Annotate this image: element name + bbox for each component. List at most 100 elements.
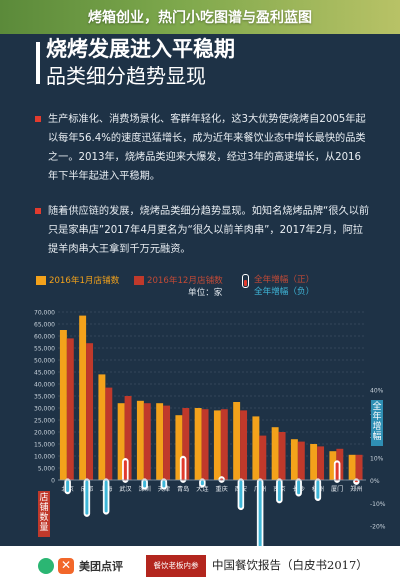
legend-swatch-dec — [134, 275, 144, 285]
bar-jan — [136, 400, 144, 480]
paragraph-growth-text: 生产标准化、消费场景化、客群年轻化，这3大优势使烧烤自2005年起以每年56.4… — [48, 114, 366, 182]
bar-dec — [317, 446, 325, 480]
legend-item-jan: 2016年1月店铺数 — [36, 274, 119, 286]
bar-dec — [201, 409, 209, 480]
bullet-icon — [35, 208, 41, 214]
growth-marker-fill — [354, 480, 358, 483]
legend-swatch-jan — [36, 275, 46, 285]
bar-dec — [66, 338, 74, 480]
y2-tick-label: 0% — [370, 478, 380, 485]
growth-marker-fill — [335, 462, 339, 481]
y-tick-label: 55,000 — [34, 346, 55, 353]
x-tick-label: 青岛 — [177, 485, 189, 493]
bar-jan — [252, 416, 260, 480]
bar-jan — [329, 451, 337, 480]
x-tick-label: 郑州 — [350, 485, 362, 493]
legend-item-growth-pos: 全年增幅（正） — [254, 273, 314, 285]
left-axis-title: 店铺数量 — [38, 491, 50, 537]
paragraph-segmentation: 随着供应链的发展，烧烤品类细分趋势显现。如知名烧烤品牌“很久以前只是家串店”20… — [35, 202, 370, 259]
bar-dec — [240, 410, 248, 480]
x-tick-label: 厦门 — [331, 485, 343, 493]
legend-label-jan: 2016年1月店铺数 — [49, 276, 120, 286]
footer-brand: 美团点评 — [79, 560, 123, 573]
x-tick-label: 大连 — [196, 485, 209, 493]
bar-jan — [156, 403, 164, 480]
legend-label-growth-pos: 全年增幅（正） — [254, 275, 315, 285]
growth-marker-fill — [200, 480, 204, 486]
growth-marker-fill — [297, 480, 301, 495]
y-tick-label: 45,000 — [34, 370, 55, 377]
footer: 美团点评 餐饮老板内参 中国餐饮报告（白皮书2017） — [0, 546, 400, 586]
y-tick-label: 70,000 — [34, 310, 55, 317]
y-tick-label: 0 — [51, 478, 55, 485]
bar-jan — [310, 444, 318, 480]
dianping-logo-icon — [58, 558, 74, 574]
growth-positive-icon — [242, 274, 249, 288]
bar-dec — [124, 396, 132, 480]
unit-label: 单位：家 — [188, 288, 223, 298]
bar-jan — [59, 330, 67, 480]
paragraph-segmentation-text: 随着供应链的发展，烧烤品类细分趋势显现。如知名烧烤品牌“很久以前只是家串店”20… — [48, 206, 370, 255]
y-tick-label: 15,000 — [34, 442, 55, 449]
headline-line1: 烧烤发展进入平稳期 — [46, 37, 235, 61]
bar-jan — [271, 427, 279, 480]
chart-legend: 2016年1月店铺数 2016年12月店铺数 全年增幅（正） 全年增幅（负） 单… — [36, 272, 376, 312]
bar-dec — [86, 343, 94, 480]
bar-jan — [175, 415, 183, 480]
y-tick-label: 10,000 — [34, 454, 55, 461]
bullet-icon — [35, 116, 41, 122]
bar-jan — [117, 403, 125, 480]
footer-report: 中国餐饮报告（白皮书2017） — [212, 558, 368, 572]
legend-item-dec: 2016年12月店铺数 — [134, 274, 223, 286]
y-tick-label: 35,000 — [34, 394, 55, 401]
growth-marker-fill — [316, 480, 320, 499]
y-tick-label: 40,000 — [34, 382, 55, 389]
bar-jan — [194, 408, 202, 480]
bar-dec — [143, 403, 151, 480]
growth-marker-fill — [239, 480, 243, 508]
bar-dec — [163, 405, 171, 480]
bar-dec — [182, 408, 190, 480]
right-axis-title: 全年增幅 — [371, 400, 383, 446]
legend-label-growth-neg: 全年增幅（负） — [254, 287, 315, 297]
y2-tick-label: -10% — [370, 501, 386, 508]
growth-marker-fill — [162, 480, 166, 488]
banner: 烤箱创业，热门小吃图谱与盈利蓝图 — [0, 0, 400, 34]
y-tick-label: 65,000 — [34, 322, 55, 329]
growth-marker-fill — [277, 480, 281, 502]
bar-jan — [290, 439, 298, 480]
bar-dec — [355, 454, 363, 480]
bar-jan — [213, 410, 221, 480]
y2-tick-label: 10% — [370, 456, 384, 463]
meituan-logo-icon — [38, 558, 54, 574]
y2-tick-label: -20% — [370, 524, 386, 531]
x-tick-label: 重庆 — [215, 485, 227, 493]
bar-jan — [79, 315, 87, 480]
headline-line2: 品类细分趋势显现 — [46, 64, 206, 88]
y-tick-label: 5,000 — [38, 466, 55, 473]
footer-stamp: 餐饮老板内参 — [146, 555, 206, 577]
bar-dec — [297, 441, 305, 480]
bar-jan — [233, 402, 241, 480]
bar-jan — [98, 374, 106, 480]
y-tick-label: 20,000 — [34, 430, 55, 437]
growth-marker-fill — [66, 480, 70, 492]
y-tick-label: 60,000 — [34, 334, 55, 341]
y-tick-label: 25,000 — [34, 418, 55, 425]
growth-marker-fill — [85, 480, 89, 515]
growth-marker-fill — [258, 480, 262, 546]
growth-marker-fill — [143, 480, 147, 488]
headline: 烧烤发展进入平稳期 品类细分趋势显现 — [46, 36, 346, 90]
bar-chart: 70,000 65,000 60,000 55,000 50,000 45,000 40,0… — [34, 310, 386, 546]
bar-dec — [220, 409, 228, 480]
legend-item-growth-neg: 全年增幅（负） — [254, 285, 314, 297]
growth-marker-fill — [104, 480, 108, 513]
title-accent-bar — [36, 42, 40, 84]
bar-dec — [278, 432, 286, 480]
growth-marker-fill — [123, 460, 127, 481]
paragraph-growth: 生产标准化、消费场景化、客群年轻化，这3大优势使烧烤自2005年起以每年56.4… — [35, 110, 370, 186]
x-tick-label: 武汉 — [119, 485, 131, 493]
y-tick-label: 50,000 — [34, 358, 55, 365]
bar-dec — [259, 435, 267, 480]
growth-marker-fill — [181, 458, 185, 481]
